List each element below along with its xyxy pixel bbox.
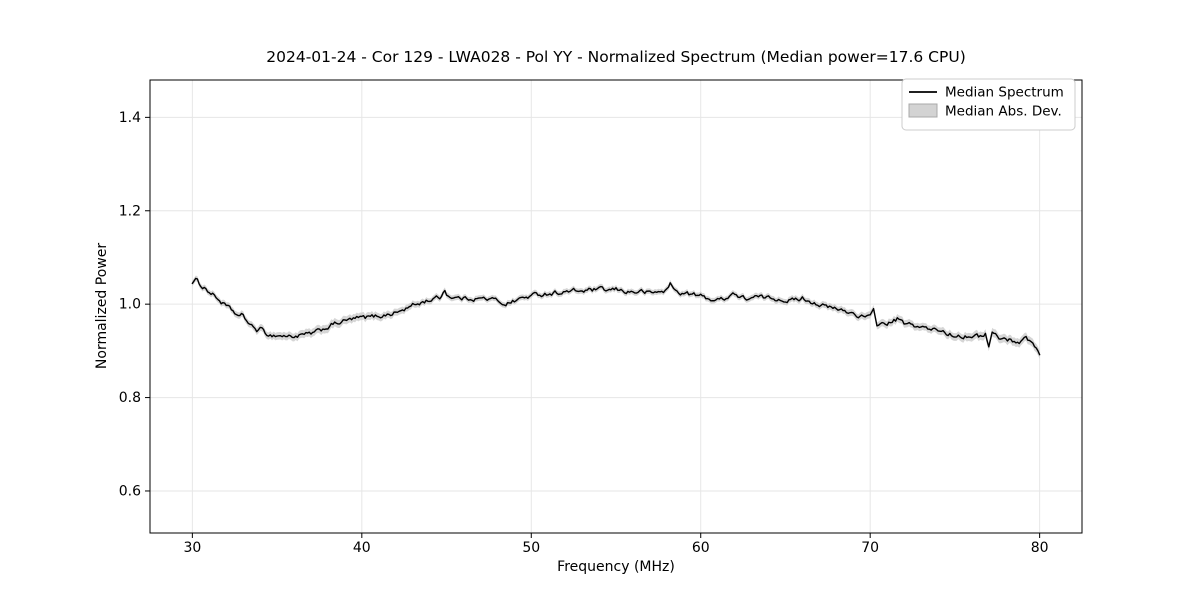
- median-spectrum-path: [191, 277, 1041, 356]
- tick-labels: 30 40 50 60 70 80 0.6 0.8 1.0 1.2 1.4: [119, 110, 1049, 556]
- y-tick-label: 1.0: [119, 297, 141, 313]
- y-tick-label: 0.8: [119, 390, 141, 406]
- x-tick-label: 30: [183, 540, 201, 556]
- y-tick-label: 1.2: [119, 203, 141, 219]
- y-tick-label: 0.6: [119, 483, 141, 499]
- legend-patch-swatch: [908, 103, 938, 118]
- median-spectrum-line: [191, 277, 1041, 356]
- grid-lines: [150, 80, 1082, 533]
- legend-item-median-abs-dev: Median Abs. Dev.: [945, 104, 1062, 120]
- legend: Median Spectrum Median Abs. Dev.: [901, 78, 1076, 131]
- x-tick-label: 80: [1031, 540, 1049, 556]
- mad-band-area: [192, 275, 1040, 359]
- legend-box: [901, 78, 1076, 131]
- x-axis-label: Frequency (MHz): [557, 559, 675, 575]
- x-tick-label: 50: [522, 540, 540, 556]
- mad-band: [192, 275, 1040, 359]
- chart-title: 2024-01-24 - Cor 129 - LWA028 - Pol YY -…: [266, 48, 966, 66]
- plot-border: [149, 79, 1083, 534]
- y-tick-label: 1.4: [119, 110, 141, 126]
- x-tick-label: 40: [353, 540, 371, 556]
- x-tick-label: 60: [692, 540, 710, 556]
- y-axis-label: Normalized Power: [94, 243, 110, 369]
- axis-ticks: [145, 116, 1041, 538]
- legend-item-median-spectrum: Median Spectrum: [945, 85, 1064, 101]
- x-tick-label: 70: [861, 540, 879, 556]
